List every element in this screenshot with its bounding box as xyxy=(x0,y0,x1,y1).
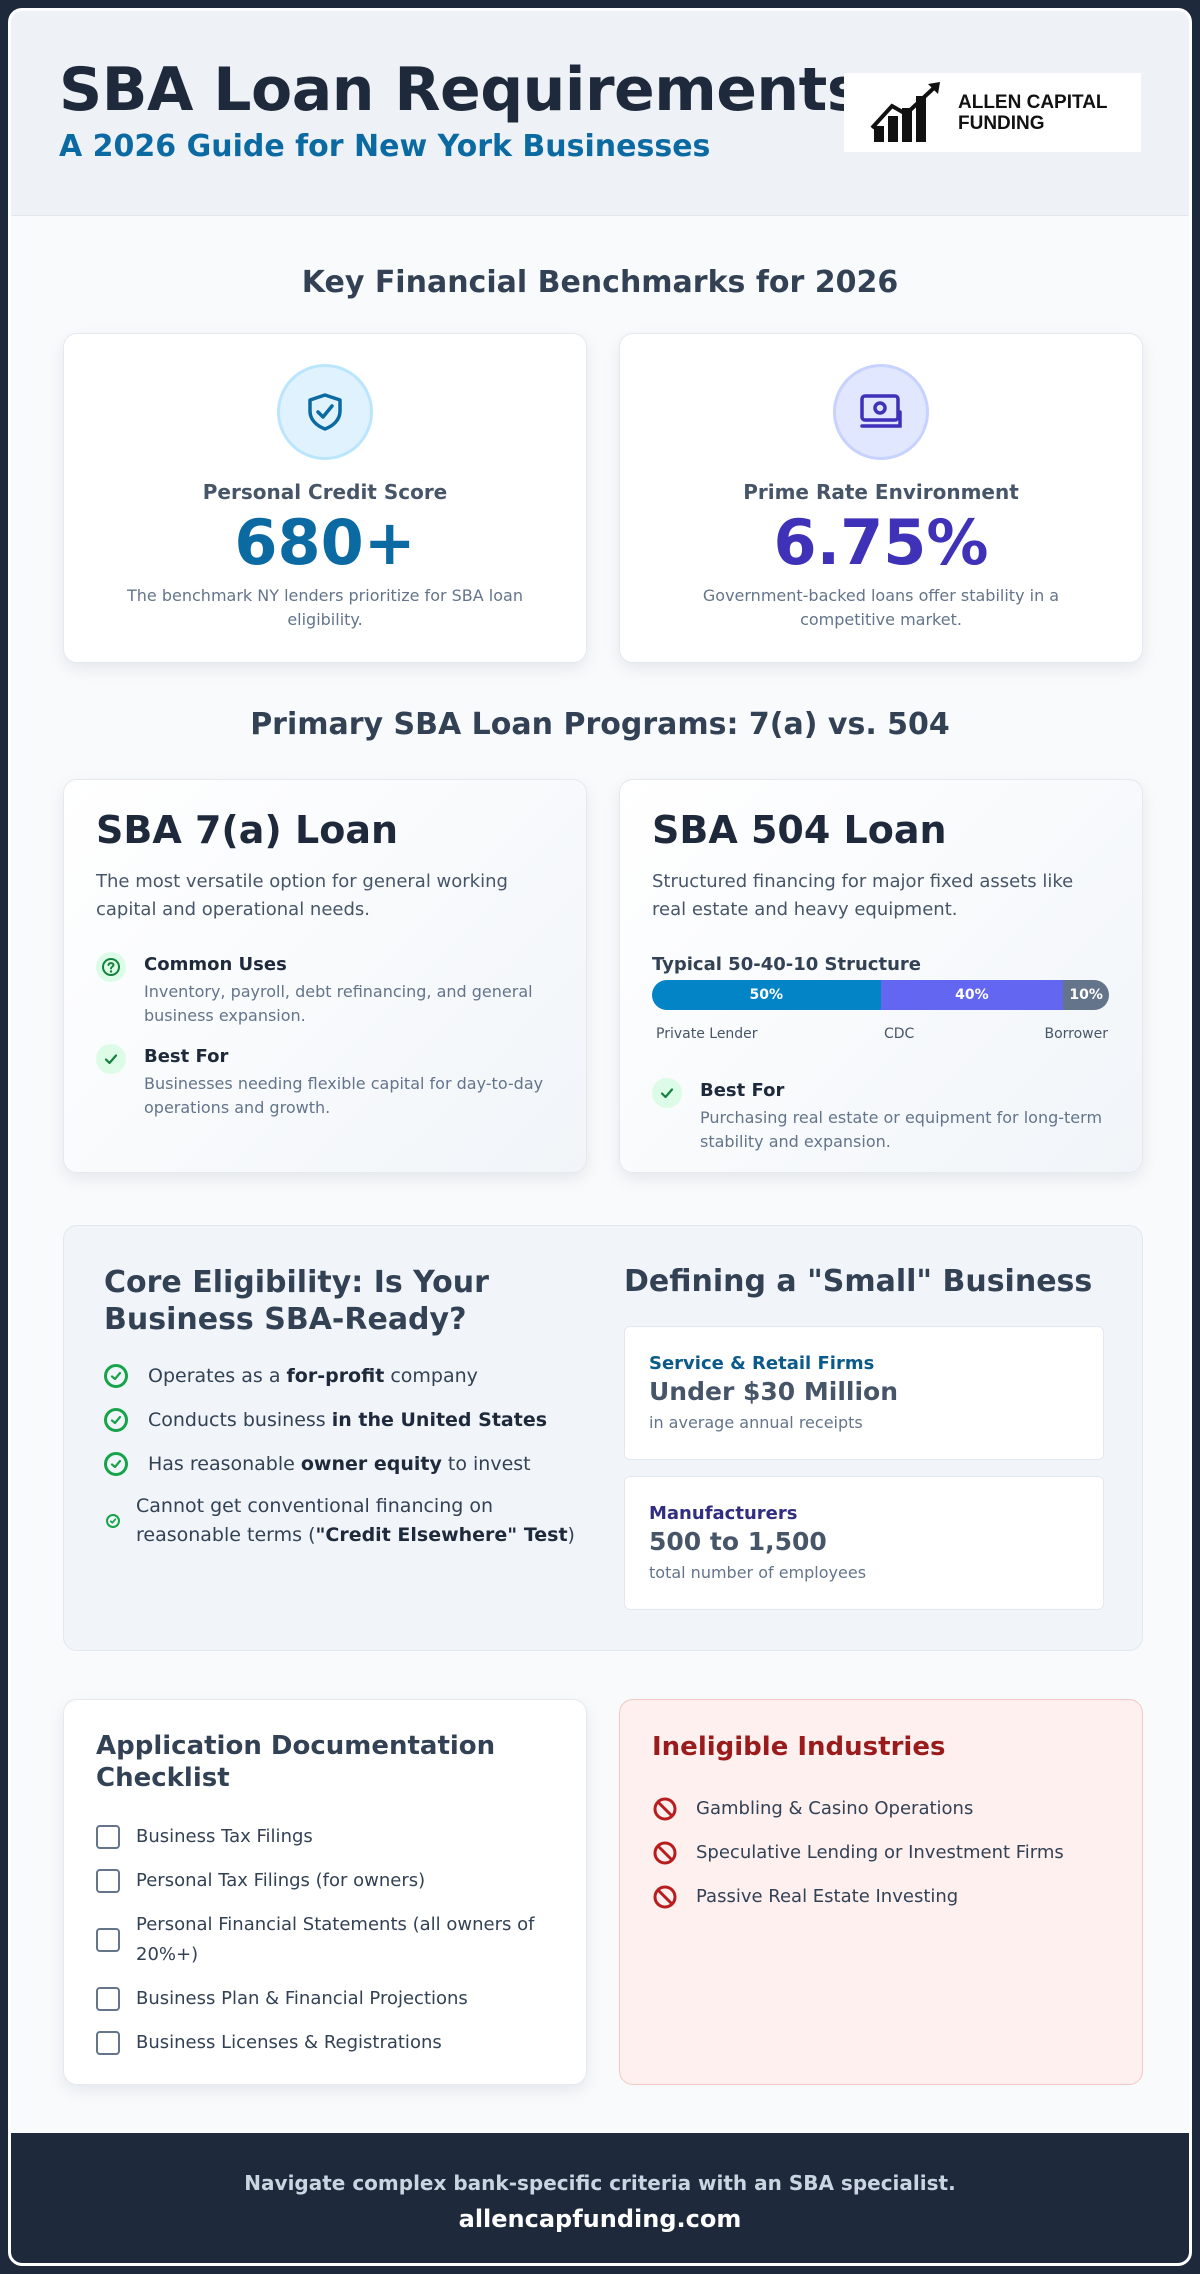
page-subtitle: A 2026 Guide for New York Businesses xyxy=(59,129,711,164)
question-circle-icon xyxy=(96,952,126,982)
logo-text: ALLEN CAPITAL FUNDING xyxy=(958,91,1108,134)
size-category: Service & Retail Firms xyxy=(649,1353,875,1374)
check-circle-icon xyxy=(104,1452,128,1476)
footer-tagline: Navigate complex bank-specific criteria … xyxy=(244,2171,956,2195)
sba-504-description: Structured financing for major fixed ass… xyxy=(652,871,1074,920)
money-icon xyxy=(833,364,929,460)
structure-bar: 50% 40% 10% xyxy=(652,980,1109,1010)
small-business-title: Defining a "Small" Business xyxy=(624,1264,1093,1299)
checklist-item-label: Personal Financial Statements (all owner… xyxy=(136,1914,535,1965)
checklist-item-label: Business Tax Filings xyxy=(136,1826,313,1847)
sba-7a-best-for: Best For Businesses needing flexible cap… xyxy=(96,1044,556,1117)
checklist-item-label: Personal Tax Filings (for owners) xyxy=(136,1870,426,1891)
sba-7a-best-description: Businesses needing flexible capital for … xyxy=(144,1074,544,1117)
sba-7a-best-title: Best For xyxy=(144,1046,229,1067)
structure-segment: 40% xyxy=(880,980,1064,1010)
size-value: Under $30 Million xyxy=(649,1377,898,1406)
programs-title: Primary SBA Loan Programs: 7(a) vs. 504 xyxy=(250,707,950,742)
check-circle-icon xyxy=(104,1408,128,1432)
footer-website-link[interactable]: allencapfunding.com xyxy=(458,2205,742,2233)
checklist-item[interactable]: Business Plan & Financial Projections xyxy=(96,1984,546,2014)
prime-rate-label: Prime Rate Environment xyxy=(743,480,1019,504)
infographic-frame: SBA Loan Requirements A 2026 Guide for N… xyxy=(8,8,1192,2266)
checkbox[interactable] xyxy=(96,1987,120,2011)
ineligible-item-label: Gambling & Casino Operations xyxy=(696,1798,974,1819)
ineligible-card: Ineligible Industries Gambling & Casino … xyxy=(619,1699,1143,2085)
checklist-item[interactable]: Personal Financial Statements (all owner… xyxy=(96,1910,546,1970)
structure-label-lender: Private Lender xyxy=(656,1026,758,1042)
ineligible-item-label: Speculative Lending or Investment Firms xyxy=(696,1842,1064,1863)
sba-7a-title: SBA 7(a) Loan xyxy=(96,808,399,852)
sba-7a-uses-description: Inventory, payroll, debt refinancing, an… xyxy=(144,982,533,1025)
size-note: total number of employees xyxy=(649,1563,867,1582)
sba-504-title: SBA 504 Loan xyxy=(652,808,947,852)
checklist-item[interactable]: Business Licenses & Registrations xyxy=(96,2028,546,2058)
ban-icon xyxy=(653,1797,677,1821)
ineligible-item-label: Passive Real Estate Investing xyxy=(696,1886,959,1907)
prime-rate-card: Prime Rate Environment 6.75% Government-… xyxy=(619,333,1143,663)
checkbox[interactable] xyxy=(96,1928,120,1952)
prime-rate-description: Government-backed loans offer stability … xyxy=(702,586,1060,629)
size-note: in average annual receipts xyxy=(649,1413,863,1432)
service-retail-card: Service & Retail Firms Under $30 Million… xyxy=(624,1326,1104,1460)
criteria-text: Cannot get conventional financing on rea… xyxy=(136,1495,575,1546)
structure-label-cdc: CDC xyxy=(884,1026,915,1042)
checkbox[interactable] xyxy=(96,2031,120,2055)
size-value: 500 to 1,500 xyxy=(649,1527,827,1556)
checklist-item[interactable]: Personal Tax Filings (for owners) xyxy=(96,1866,546,1896)
criteria-text: Operates as a for-profit company xyxy=(148,1365,478,1387)
benchmarks-title: Key Financial Benchmarks for 2026 xyxy=(301,265,899,300)
ineligible-item: Passive Real Estate Investing xyxy=(652,1882,1112,1912)
size-category: Manufacturers xyxy=(649,1503,798,1524)
ineligible-title: Ineligible Industries xyxy=(652,1732,946,1762)
criteria-text: Conducts business in the United States xyxy=(148,1409,548,1431)
ineligible-item: Speculative Lending or Investment Firms xyxy=(652,1838,1112,1868)
checklist-item-label: Business Licenses & Registrations xyxy=(136,2032,442,2053)
header: SBA Loan Requirements A 2026 Guide for N… xyxy=(11,11,1189,216)
sba-504-best-for: Best For Purchasing real estate or equip… xyxy=(652,1078,1112,1151)
checkbox[interactable] xyxy=(96,1825,120,1849)
structure-title: Typical 50-40-10 Structure xyxy=(652,954,921,975)
check-circle-icon xyxy=(104,1364,128,1388)
structure-segment: 50% xyxy=(652,980,881,1010)
ban-icon xyxy=(653,1841,677,1865)
check-icon xyxy=(96,1044,126,1074)
check-circle-icon xyxy=(106,1514,120,1528)
credit-score-description: The benchmark NY lenders prioritize for … xyxy=(127,586,523,629)
checklist-card: Application Documentation Checklist Busi… xyxy=(63,1699,587,2085)
company-logo[interactable]: ALLEN CAPITAL FUNDING xyxy=(844,73,1141,152)
growth-chart-icon xyxy=(870,81,940,142)
criteria-item: Conducts business in the United States xyxy=(104,1406,604,1436)
criteria-item: Operates as a for-profit company xyxy=(104,1362,604,1392)
sba-504-best-description: Purchasing real estate or equipment for … xyxy=(700,1108,1103,1151)
checklist-item[interactable]: Business Tax Filings xyxy=(96,1822,546,1852)
sba-7a-uses-title: Common Uses xyxy=(144,954,287,975)
shield-check-icon xyxy=(277,364,373,460)
check-icon xyxy=(652,1078,682,1108)
checklist-title: Application Documentation Checklist xyxy=(96,1731,496,1793)
manufacturers-card: Manufacturers 500 to 1,500 total number … xyxy=(624,1476,1104,1610)
sba-7a-card: SBA 7(a) Loan The most versatile option … xyxy=(63,779,587,1173)
criteria-item: Has reasonable owner equity to invest xyxy=(104,1450,604,1480)
structure-segment: 10% xyxy=(1063,980,1109,1010)
sba-7a-description: The most versatile option for general wo… xyxy=(96,871,508,920)
criteria-item: Cannot get conventional financing on rea… xyxy=(104,1492,604,1552)
footer: Navigate complex bank-specific criteria … xyxy=(11,2133,1189,2263)
checkbox[interactable] xyxy=(96,1869,120,1893)
sba-504-card: SBA 504 Loan Structured financing for ma… xyxy=(619,779,1143,1173)
sba-504-best-title: Best For xyxy=(700,1080,785,1101)
eligibility-title: Core Eligibility: Is Your Business SBA-R… xyxy=(104,1265,489,1337)
page-title: SBA Loan Requirements xyxy=(59,55,863,125)
credit-score-card: Personal Credit Score 680+ The benchmark… xyxy=(63,333,587,663)
eligibility-panel: Core Eligibility: Is Your Business SBA-R… xyxy=(63,1225,1143,1651)
structure-label-borrower: Borrower xyxy=(1044,1026,1108,1042)
credit-score-label: Personal Credit Score xyxy=(202,480,448,504)
checklist-item-label: Business Plan & Financial Projections xyxy=(136,1988,468,2009)
sba-7a-uses: Common Uses Inventory, payroll, debt ref… xyxy=(96,952,556,1025)
credit-score-value: 680+ xyxy=(234,506,416,579)
ineligible-item: Gambling & Casino Operations xyxy=(652,1794,1112,1824)
prime-rate-value: 6.75% xyxy=(773,506,989,579)
ban-icon xyxy=(653,1885,677,1909)
criteria-text: Has reasonable owner equity to invest xyxy=(148,1453,531,1475)
